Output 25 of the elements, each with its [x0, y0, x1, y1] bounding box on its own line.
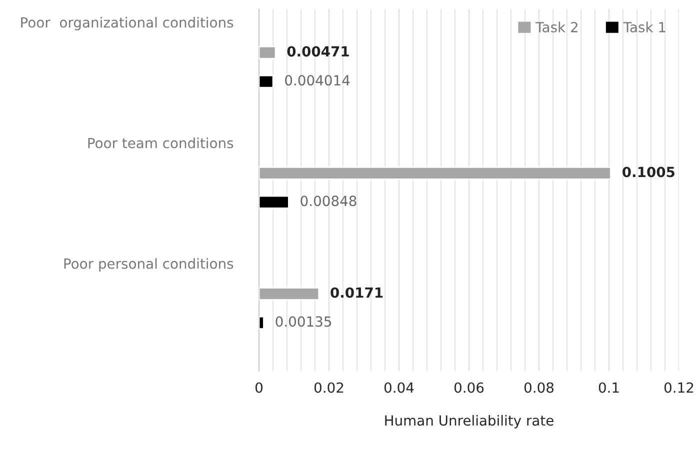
y-tick-label: Poor team conditions [88, 138, 234, 148]
bar [259, 46, 276, 60]
data-label: 0.00471 [287, 46, 349, 57]
data-label: 0.0171 [330, 287, 383, 298]
y-tick-label: Poor personal conditions [64, 258, 234, 272]
legend-label: Task 1 [623, 22, 666, 32]
y-tick-label: Poor organizational conditions [21, 16, 234, 30]
x-tick-label: 0.06 [454, 382, 484, 393]
bar [259, 74, 274, 88]
data-label: 0.00135 [276, 316, 332, 327]
bar [259, 316, 264, 330]
bar [259, 287, 320, 301]
data-label: 0.00848 [300, 196, 356, 206]
x-tick-label: 0.12 [664, 382, 694, 393]
bar [259, 166, 612, 180]
x-tick-label: 0.08 [524, 382, 554, 393]
x-tick-label: 0.04 [384, 382, 414, 393]
x-axis-title: Human Unreliability rate [385, 414, 554, 428]
legend-label: Task 2 [536, 22, 578, 32]
x-tick-label: 0.1 [598, 382, 619, 393]
x-tick-label: 0.02 [314, 382, 344, 393]
bar [259, 195, 290, 209]
data-label: 0.004014 [285, 75, 350, 86]
data-label: 0.1005 [622, 166, 674, 178]
x-tick-label: 0 [255, 382, 262, 393]
